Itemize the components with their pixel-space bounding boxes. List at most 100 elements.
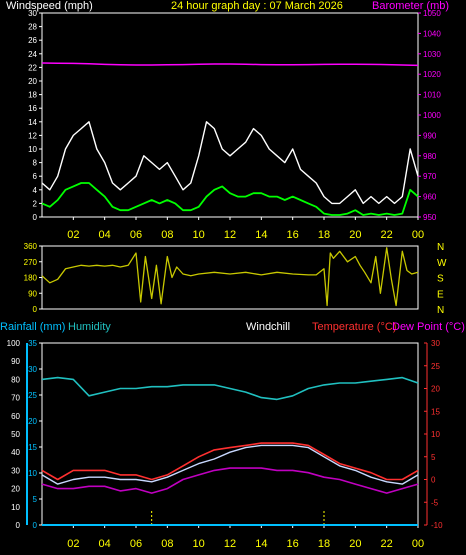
windspeed-axis-title: Windspeed (mph) <box>6 0 93 12</box>
direction-tick-label: 270 <box>24 258 38 267</box>
barometer-tick-label: 960 <box>423 193 437 202</box>
time-tick-label: 22 <box>381 538 393 550</box>
time-tick-label: 00 <box>412 229 424 241</box>
windspeed-tick-label: 18 <box>28 91 37 100</box>
barometer-tick-label: 1000 <box>423 111 441 120</box>
barometer-tick-label: 1010 <box>423 91 441 100</box>
direction-plot-frame <box>41 245 419 310</box>
temperature-tick-label: 25 <box>431 362 440 371</box>
rain-tick-label: 0 <box>33 521 38 530</box>
windspeed-tick-label: 0 <box>33 213 38 222</box>
humidity-tick-label: 50 <box>11 430 20 439</box>
barometer-tick-label: 1040 <box>423 29 441 38</box>
rain-tick-label: 30 <box>28 365 37 374</box>
direction-tick-label: 360 <box>24 242 38 251</box>
series-windchill-line <box>41 444 419 485</box>
time-tick-label: 12 <box>224 229 236 241</box>
windspeed-tick-label: 8 <box>33 159 38 168</box>
windspeed-plot-frame <box>41 12 419 218</box>
humidity-legend: Humidity <box>68 321 111 333</box>
time-tick-label: 18 <box>318 229 330 241</box>
time-tick-label: 06 <box>130 229 142 241</box>
barometer-tick-label: 990 <box>423 131 437 140</box>
rain-tick-label: 35 <box>28 339 37 348</box>
time-tick-label: 06 <box>130 538 142 550</box>
time-tick-label: 20 <box>349 538 361 550</box>
windspeed-tick-label: 30 <box>28 9 37 18</box>
humidity-tick-label: 90 <box>11 357 20 366</box>
time-tick-label: 02 <box>67 229 79 241</box>
compass-label: W <box>437 258 447 269</box>
time-tick-label: 10 <box>193 229 205 241</box>
windspeed-tick-label: 24 <box>28 50 37 59</box>
windchill-legend: Windchill <box>246 321 291 333</box>
temperature-tick-label: 15 <box>431 407 440 416</box>
barometer-tick-label: 1050 <box>423 9 441 18</box>
rain-tick-label: 10 <box>28 469 37 478</box>
humidity-tick-label: 20 <box>11 485 20 494</box>
time-tick-label: 08 <box>161 538 173 550</box>
windspeed-tick-label: 2 <box>33 199 38 208</box>
temperature-tick-label: 20 <box>431 385 440 394</box>
series-humidity-line <box>41 376 419 401</box>
series-dewpoint-line <box>41 467 419 494</box>
compass-label: E <box>437 289 444 300</box>
windspeed-tick-label: 12 <box>28 131 37 140</box>
dewpoint-legend: Dew Point (°C) <box>392 321 465 333</box>
windspeed-tick-label: 26 <box>28 36 37 45</box>
temperature-tick-label: -5 <box>431 498 439 507</box>
humidity-tick-label: 40 <box>11 448 20 457</box>
time-tick-label: 20 <box>349 229 361 241</box>
rain-tick-label: 5 <box>33 495 38 504</box>
time-tick-label: 10 <box>193 538 205 550</box>
temperature-legend: Temperature (°C) <box>312 321 397 333</box>
humidity-tick-label: 80 <box>11 375 20 384</box>
temperature-tick-label: -10 <box>431 521 443 530</box>
rainfall-axis-title: Rainfall (mm) <box>0 321 66 333</box>
time-tick-label: 04 <box>99 229 111 241</box>
time-tick-label: 16 <box>287 229 299 241</box>
humidity-tick-label: 30 <box>11 466 20 475</box>
humidity-tick-label: 0 <box>16 521 21 530</box>
windspeed-tick-label: 22 <box>28 63 37 72</box>
time-tick-label: 14 <box>255 538 267 550</box>
time-tick-label: 08 <box>161 229 173 241</box>
humidity-tick-label: 10 <box>11 503 20 512</box>
barometer-axis-title: Barometer (mb) <box>372 0 450 12</box>
rain-tick-label: 20 <box>28 417 37 426</box>
time-tick-label: 04 <box>99 538 111 550</box>
temperature-humidity-chart: 010203040506070809010005101520253035-10-… <box>7 339 443 550</box>
rain-tick-label: 15 <box>28 443 37 452</box>
series-direction-line <box>41 247 419 307</box>
windspeed-tick-label: 6 <box>33 172 38 181</box>
temperature-tick-label: 5 <box>431 453 436 462</box>
graph-title: 24 hour graph day : 07 March 2026 <box>171 0 343 12</box>
compass-label: S <box>437 274 444 285</box>
barometer-tick-label: 980 <box>423 152 437 161</box>
barometer-tick-label: 1030 <box>423 50 441 59</box>
series-average-line <box>41 182 419 216</box>
direction-tick-label: 90 <box>28 289 37 298</box>
windspeed-tick-label: 14 <box>28 118 37 127</box>
barometer-tick-label: 1020 <box>423 70 441 79</box>
time-tick-label: 22 <box>381 229 393 241</box>
time-tick-label: 12 <box>224 538 236 550</box>
series-barometer-line <box>41 62 419 67</box>
humidity-tick-label: 100 <box>7 339 21 348</box>
temperature-plot-frame <box>41 342 419 526</box>
humidity-tick-label: 60 <box>11 412 20 421</box>
windspeed-tick-label: 20 <box>28 77 37 86</box>
temperature-tick-label: 10 <box>431 430 440 439</box>
series-gust-line <box>41 121 419 205</box>
compass-label: N <box>437 242 444 253</box>
barometer-tick-label: 970 <box>423 172 437 181</box>
direction-tick-label: 0 <box>33 305 38 314</box>
time-tick-label: 00 <box>412 538 424 550</box>
windspeed-tick-label: 4 <box>33 186 38 195</box>
temperature-tick-label: 0 <box>431 476 436 485</box>
rain-tick-label: 25 <box>28 391 37 400</box>
temperature-tick-label: 30 <box>431 339 440 348</box>
direction-tick-label: 180 <box>24 274 38 283</box>
